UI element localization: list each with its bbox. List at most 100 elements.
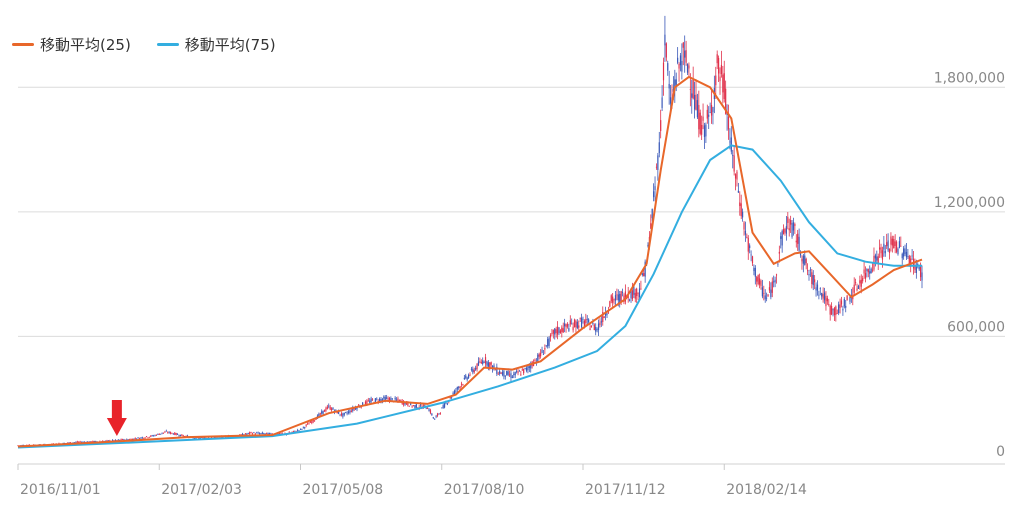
candle-body [624, 291, 626, 302]
y-tick-label: 600,000 [947, 319, 1005, 335]
candle-body [302, 426, 304, 428]
candle-body [845, 305, 847, 308]
candle-body [674, 79, 676, 89]
candle-body [477, 361, 480, 366]
candle-body [442, 405, 444, 408]
candle-body [910, 258, 912, 267]
candle-body [701, 125, 703, 135]
candle-body [576, 321, 578, 329]
candle-body [921, 272, 923, 281]
candle-body [770, 289, 772, 298]
candle-body [573, 319, 576, 327]
candle-body [104, 440, 107, 442]
candle-body [168, 431, 170, 433]
candle-body [571, 323, 573, 325]
candle-body [572, 326, 574, 331]
candle-body [347, 411, 350, 414]
candle-body [883, 243, 885, 250]
candle-body [411, 405, 413, 407]
candle-body [787, 216, 789, 223]
candle-body [633, 286, 635, 295]
candle-body [788, 228, 790, 231]
candle-body [153, 435, 155, 437]
candle-body [682, 42, 684, 48]
candle-body [374, 398, 376, 402]
candle-body [384, 397, 386, 402]
candle-body [702, 116, 704, 121]
candle-body [804, 255, 806, 265]
candle-body [112, 439, 114, 441]
candle-body [391, 398, 393, 400]
candle-body [901, 253, 903, 259]
candle-body [685, 50, 687, 63]
candle-body [545, 345, 547, 347]
candle-body [773, 281, 775, 283]
candle-body [791, 223, 793, 237]
candle-body [246, 433, 248, 435]
candle-body [917, 264, 919, 266]
candle-body [870, 268, 872, 274]
candle-body [586, 318, 588, 320]
candle-body [298, 430, 300, 432]
candle-body [305, 424, 307, 426]
candle-body [263, 433, 265, 435]
candle-body [443, 403, 446, 408]
candle-body [380, 398, 382, 401]
candle-body [708, 114, 710, 117]
legend-item-ma75[interactable]: 移動平均(75) [156, 34, 276, 55]
candle-body [860, 279, 862, 287]
candle-body [593, 324, 595, 331]
candle-body [805, 258, 807, 264]
candle-body [449, 396, 451, 399]
legend: 移動平均(25) 移動平均(75) [12, 34, 276, 55]
candle-body [458, 387, 460, 388]
candle-body [428, 409, 430, 411]
candle-body [244, 433, 247, 435]
candle-body [911, 255, 913, 257]
candle-body [299, 428, 302, 430]
candle-body [518, 370, 521, 372]
candle-body [257, 432, 259, 434]
candle-body [455, 390, 457, 392]
candle-body [434, 418, 436, 420]
candle-body [743, 222, 745, 230]
candle-body [154, 435, 156, 436]
candle-body [905, 251, 908, 258]
candle-body [859, 280, 861, 284]
candle-body [579, 318, 581, 320]
candle-body [397, 398, 399, 401]
candle-body [678, 64, 680, 69]
candle-body [558, 327, 560, 333]
candle-body [381, 399, 384, 402]
candle-body [781, 230, 783, 246]
candle-body [459, 386, 461, 388]
candle-body [470, 368, 473, 370]
candle-body [78, 441, 80, 443]
candle-body [329, 406, 331, 410]
candle-body [321, 411, 323, 414]
candle-body [651, 208, 653, 219]
candle-body [658, 142, 660, 154]
candle-body [511, 376, 513, 378]
legend-item-ma25[interactable]: 移動平均(25) [12, 34, 131, 55]
candle-body [703, 125, 706, 137]
candle-body [394, 397, 396, 400]
candle-body [764, 295, 766, 300]
candle-body [150, 435, 152, 437]
candle-body [339, 414, 341, 416]
candle-body [756, 277, 758, 282]
candle-body [798, 236, 800, 251]
candle-body [747, 237, 749, 252]
candle-body [716, 54, 718, 64]
candle-body [693, 94, 696, 110]
candle-body [866, 268, 868, 272]
candle-body [376, 398, 378, 400]
candle-body [580, 317, 583, 328]
candle-body [140, 437, 142, 439]
candle-body [826, 298, 828, 302]
candle-body [795, 240, 797, 243]
candle-body [822, 294, 824, 299]
candle-body [494, 369, 497, 371]
candle-body [507, 371, 509, 375]
candle-body [736, 171, 738, 180]
